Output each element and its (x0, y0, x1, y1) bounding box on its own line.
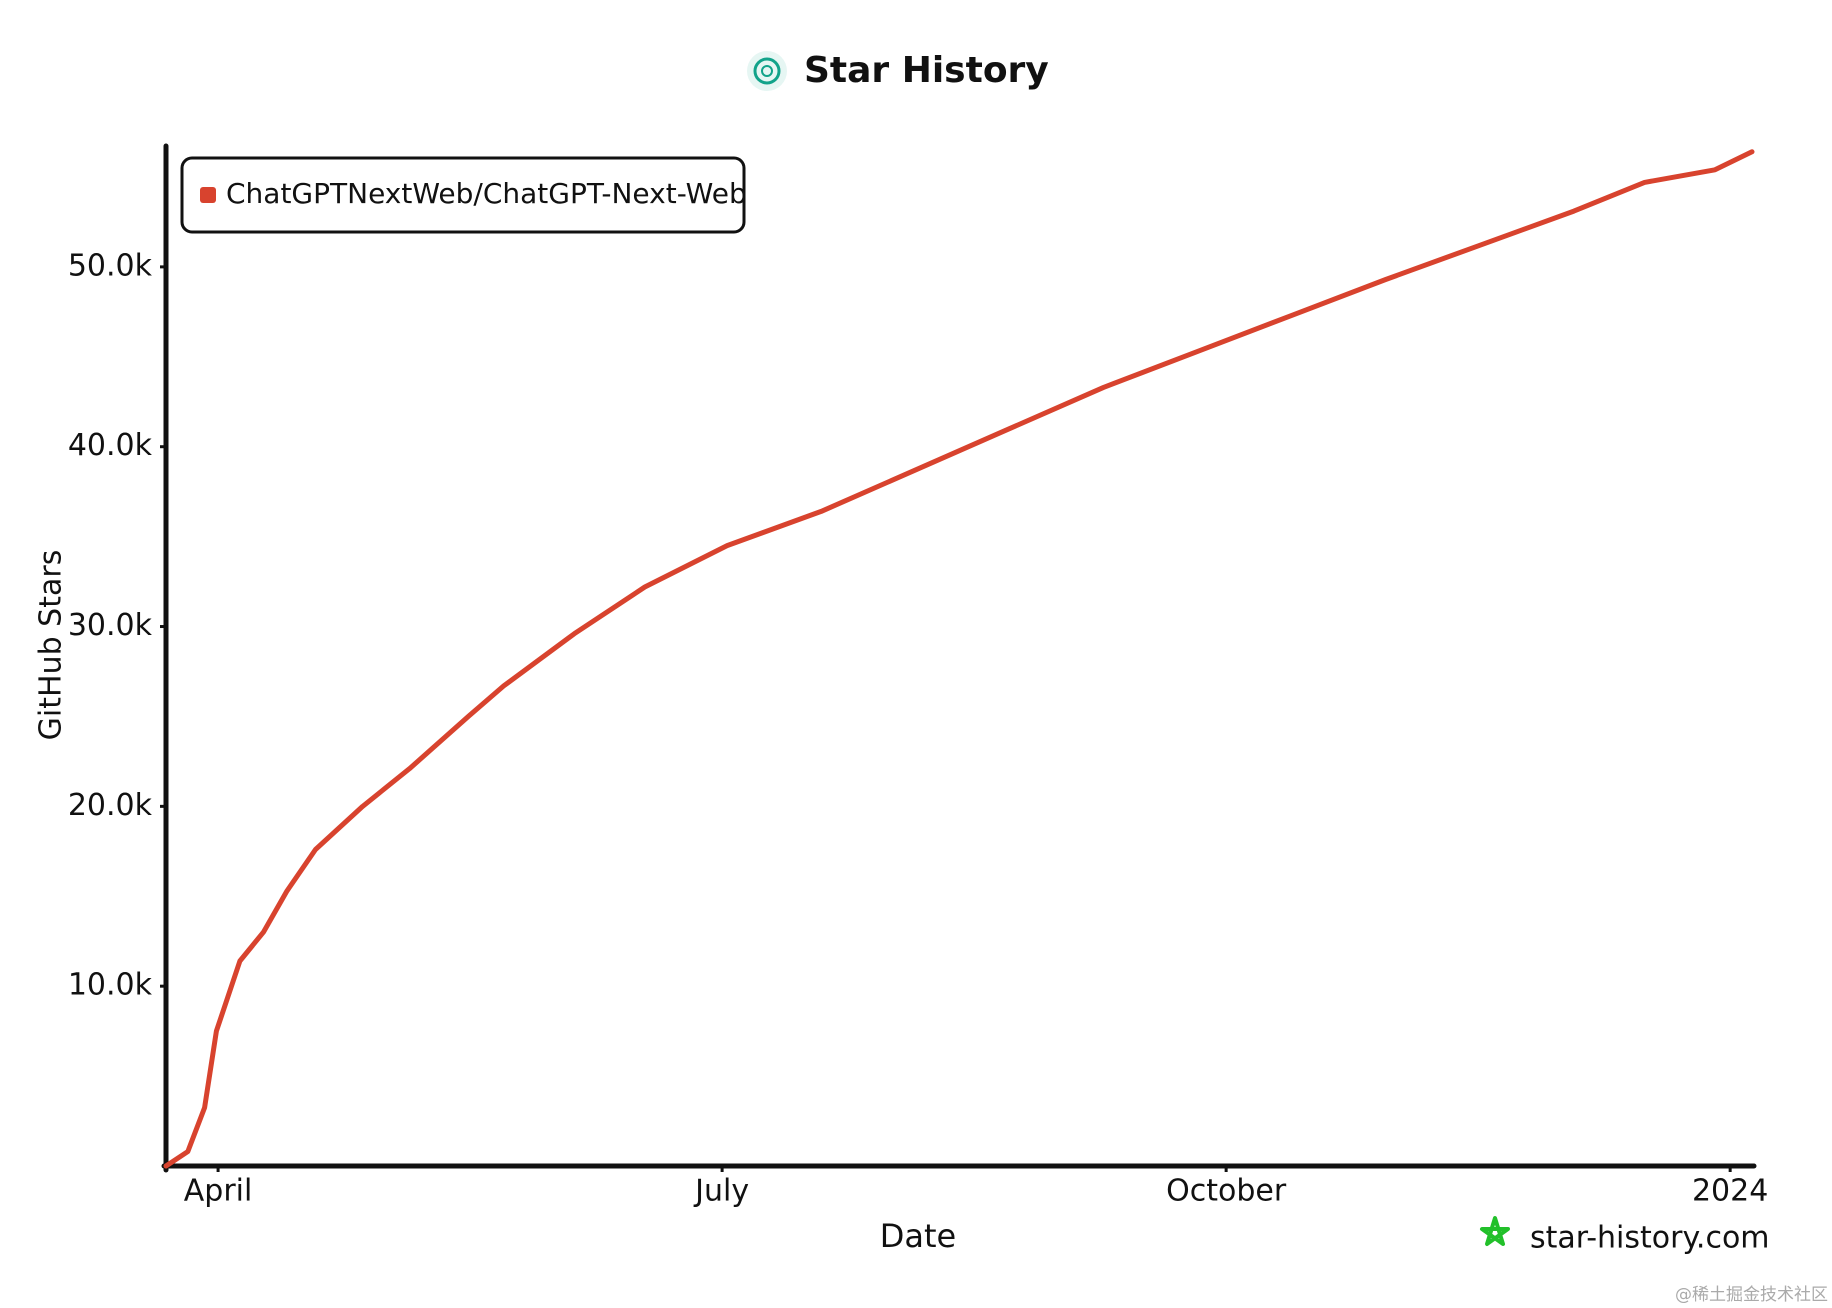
y-tick-label: 40.0k (68, 428, 153, 463)
y-tick-label: 20.0k (68, 788, 153, 823)
x-tick-label: 2024 (1692, 1174, 1768, 1209)
watermark: star-history.com (1530, 1221, 1770, 1256)
y-tick-label: 50.0k (68, 248, 153, 283)
credit: @稀土掘金技术社区 (1675, 1285, 1828, 1305)
x-tick-label: October (1166, 1174, 1287, 1209)
watermark-logo (1480, 1216, 1510, 1246)
x-axis-label: Date (880, 1217, 956, 1255)
x-tick-label: July (693, 1174, 749, 1209)
legend-swatch (200, 187, 216, 203)
y-tick-label: 30.0k (68, 608, 153, 643)
y-tick-label: 10.0k (68, 968, 153, 1003)
chart-title: Star History (804, 50, 1049, 91)
data-line (163, 149, 1755, 1169)
y-axis-label: GitHub Stars (34, 550, 69, 741)
legend-box (180, 156, 746, 234)
legend-label: ChatGPTNextWeb/ChatGPT-Next-Web (226, 177, 747, 210)
title-logo (747, 51, 787, 91)
x-tick-label: April (184, 1174, 253, 1209)
